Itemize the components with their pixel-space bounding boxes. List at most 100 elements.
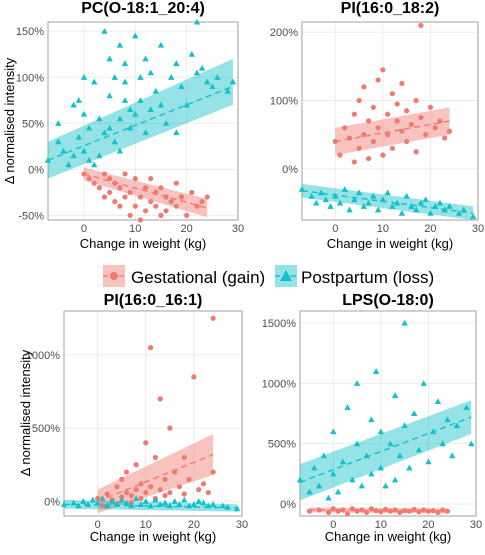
x-tick-label: 0	[330, 519, 336, 531]
data-point	[80, 110, 88, 117]
data-point	[412, 206, 420, 213]
data-point	[439, 440, 446, 447]
data-point	[382, 482, 389, 489]
x-tick-label: 0	[332, 223, 338, 235]
data-point	[415, 446, 423, 453]
data-point	[168, 198, 174, 205]
data-point	[121, 60, 129, 67]
data-point	[401, 319, 408, 326]
data-point	[365, 155, 372, 162]
data-point	[133, 462, 139, 468]
data-point	[157, 501, 164, 507]
data-point	[200, 481, 207, 487]
data-point	[339, 458, 347, 465]
data-point	[368, 416, 375, 423]
x-tick-label: 30	[236, 519, 248, 531]
data-point	[80, 498, 87, 504]
y-tick-label: 100%	[16, 72, 44, 84]
data-point	[167, 489, 173, 496]
data-point	[361, 84, 367, 90]
data-point	[224, 87, 231, 94]
data-point	[107, 175, 113, 182]
data-point	[127, 212, 133, 218]
data-point	[157, 101, 165, 108]
data-point	[195, 498, 202, 504]
y-tick-label: 0%	[280, 499, 296, 511]
data-point	[106, 124, 113, 131]
data-point	[316, 507, 322, 513]
data-point	[193, 18, 201, 25]
x-tick-label: 20	[422, 519, 434, 531]
panel-border	[63, 310, 243, 517]
data-point	[152, 496, 159, 503]
data-point	[128, 502, 135, 509]
data-point	[173, 60, 180, 67]
data-point	[391, 392, 399, 398]
fit-line	[309, 509, 448, 512]
data-point	[153, 203, 159, 209]
data-point	[183, 101, 190, 108]
data-point	[121, 78, 129, 85]
data-point	[189, 189, 195, 195]
data-point	[422, 196, 429, 203]
data-point	[193, 69, 201, 76]
data-point	[162, 476, 168, 482]
data-point	[80, 147, 88, 154]
data-point	[432, 125, 438, 131]
data-point	[123, 469, 130, 475]
data-point	[370, 138, 376, 145]
data-point	[391, 476, 399, 483]
data-point	[148, 198, 154, 205]
x-tick-label: 30	[232, 223, 244, 235]
data-point	[332, 192, 339, 199]
data-point	[468, 440, 475, 447]
data-point	[358, 482, 366, 489]
data-point	[147, 345, 154, 351]
data-point	[410, 410, 418, 417]
data-point	[60, 501, 68, 507]
data-point	[341, 186, 349, 192]
data-point	[455, 209, 463, 216]
data-point	[142, 498, 149, 504]
x-axis-label: Change in weight (kg)	[327, 236, 453, 251]
data-point	[374, 206, 382, 213]
data-point	[178, 194, 185, 200]
y-tick-label: 1000%	[262, 378, 296, 390]
data-point	[132, 32, 139, 39]
data-point	[147, 106, 154, 113]
data-point	[122, 194, 128, 200]
data-point	[396, 452, 404, 459]
data-point	[142, 129, 149, 136]
y-tick-label: 0%	[282, 164, 298, 176]
data-point	[404, 108, 410, 114]
data-point	[158, 212, 164, 218]
data-point	[311, 464, 318, 471]
data-point	[101, 28, 108, 34]
data-point	[91, 161, 98, 168]
data-point	[89, 496, 97, 503]
data-point	[408, 203, 415, 209]
data-point	[365, 118, 372, 124]
data-point	[96, 152, 103, 159]
x-tick-label: 20	[181, 223, 193, 235]
data-point	[168, 74, 175, 80]
data-point	[406, 464, 413, 471]
data-point	[380, 67, 386, 73]
data-point	[363, 509, 370, 515]
fit-line	[299, 416, 472, 483]
panel-border	[299, 310, 477, 517]
data-point	[152, 87, 160, 94]
data-point	[306, 488, 313, 495]
x-tick-label: 0	[95, 519, 101, 531]
series-points	[332, 22, 453, 165]
chart-title: LPS(O-18:0)	[342, 292, 434, 309]
y-tick-label: 0%	[44, 496, 60, 508]
data-point	[444, 508, 451, 514]
data-point	[55, 138, 62, 145]
data-point	[335, 508, 341, 514]
y-tick-label: 100%	[270, 96, 298, 108]
data-point	[205, 489, 211, 496]
data-point	[356, 145, 362, 151]
data-point	[178, 83, 185, 90]
data-point	[399, 128, 405, 134]
